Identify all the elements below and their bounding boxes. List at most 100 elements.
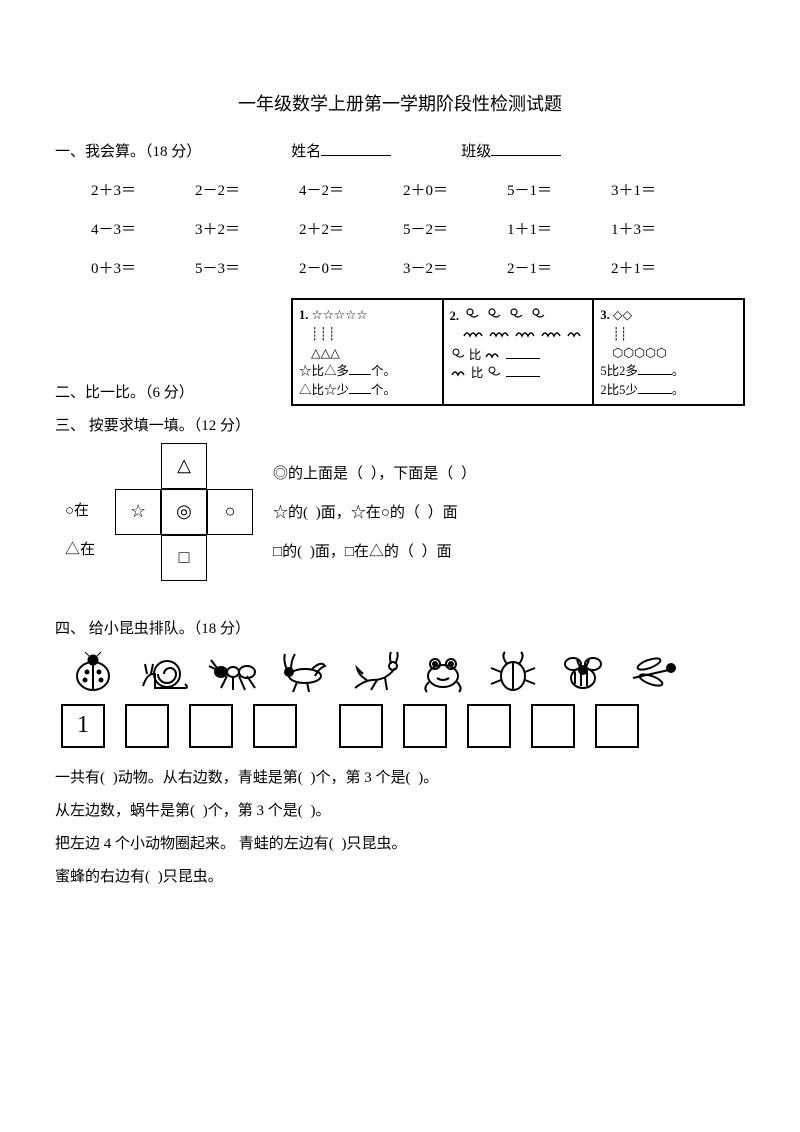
beetle-icon [485, 648, 541, 696]
ducks-row-icon [462, 306, 552, 320]
compare-box: 1. ☆☆☆☆☆ ┊┊┊ △△△ ☆比△多个。 △比☆少个。 2. [291, 298, 745, 406]
section-2-row: 二、比一比。（6 分） 1. ☆☆☆☆☆ ┊┊┊ △△△ ☆比△多个。 △比☆少… [55, 298, 745, 406]
q4-text: 一共有( [55, 770, 105, 786]
duck-icon [486, 365, 502, 377]
blank[interactable] [150, 869, 158, 885]
eq: 1＋1＝ [507, 218, 605, 239]
cmp-text: 。 [672, 364, 685, 378]
q1-label: 一、我会算。（18 分） [55, 140, 201, 161]
q4-text: 从左边数，蜗牛是第( [55, 803, 195, 819]
frog-icon [415, 648, 471, 696]
eq: 2－2＝ [195, 179, 293, 200]
mantis-icon [345, 648, 401, 696]
q3-text: ☆的( [273, 505, 308, 521]
numbox[interactable] [339, 704, 383, 748]
class-blank[interactable] [491, 140, 561, 156]
diamond-row: ◇◇ [613, 308, 632, 322]
duck-icon [450, 347, 466, 359]
blank[interactable] [638, 374, 672, 375]
eq: 2－0＝ [299, 257, 397, 278]
eq: 0＋3＝ [91, 257, 189, 278]
worms-row-icon [462, 326, 582, 340]
worksheet-page: 一年级数学上册第一学期阶段性检测试题 一、我会算。（18 分） 姓名 班级 2＋… [0, 0, 800, 934]
q3-left-2: △在 [65, 538, 95, 559]
numbox[interactable] [189, 704, 233, 748]
cricket-icon [275, 648, 331, 696]
eq: 5－3＝ [195, 257, 293, 278]
stars-row: ☆☆☆☆☆ [312, 308, 368, 322]
ladybug-icon [65, 648, 121, 696]
numbox[interactable] [403, 704, 447, 748]
q4-text: )。 [418, 770, 438, 786]
cmp-text: 2比5少 [600, 383, 638, 397]
name-label: 姓名 [291, 144, 321, 160]
blank[interactable] [303, 770, 311, 786]
eq: 1＋3＝ [611, 218, 709, 239]
numbox[interactable] [531, 704, 575, 748]
eq: 3－2＝ [403, 257, 501, 278]
blank[interactable] [349, 374, 371, 375]
q4-text: 蜜蜂的右边有( [55, 869, 150, 885]
compare-cell-2: 2. [444, 300, 595, 404]
q3-text: □的( [273, 544, 302, 560]
blank[interactable] [105, 770, 113, 786]
blank[interactable] [420, 505, 428, 521]
q4-label: 四、 给小昆虫排队。（18 分） [55, 617, 745, 638]
eq: 5－2＝ [403, 218, 501, 239]
cross-bottom: □ [161, 535, 207, 581]
eq: 2－1＝ [507, 257, 605, 278]
q3-left-1: ○在 [65, 499, 95, 520]
blank[interactable] [349, 393, 371, 394]
q3-label: 三、 按要求填一填。（12 分） [55, 414, 745, 435]
eq: 2＋1＝ [611, 257, 709, 278]
header-row: 一、我会算。（18 分） 姓名 班级 [55, 140, 745, 161]
q4-text: )只昆虫。 [342, 836, 407, 852]
ant-icon [205, 648, 261, 696]
blank[interactable] [308, 505, 316, 521]
hex-row: ⬡⬡⬡⬡⬡ [612, 344, 737, 363]
cross-center: ◎ [161, 489, 207, 535]
blank[interactable] [638, 393, 672, 394]
blank[interactable] [195, 803, 203, 819]
blank[interactable] [363, 466, 371, 482]
numbox-1[interactable]: 1 [61, 704, 105, 748]
tri-row: △△△ [311, 344, 436, 363]
dragonfly-icon [625, 648, 681, 696]
cmp-text: 比 [469, 348, 482, 362]
equations-grid: 2＋3＝ 2－2＝ 4－2＝ 2＋0＝ 5－1＝ 3＋1＝ 4－3＝ 3＋2＝ … [91, 179, 709, 278]
q4-text: )个，第 3 个是( [203, 803, 303, 819]
blank[interactable] [453, 466, 461, 482]
cmp-text: 。 [672, 383, 685, 397]
bee-icon [555, 648, 611, 696]
q3-text: ）面 [428, 505, 458, 521]
name-blank[interactable] [321, 140, 391, 156]
page-title: 一年级数学上册第一学期阶段性检测试题 [55, 90, 745, 116]
cmp-text: △比☆少 [299, 383, 349, 397]
cell-num: 2. [450, 309, 459, 323]
cell-num: 3. [600, 308, 609, 322]
numbox[interactable] [595, 704, 639, 748]
numbox[interactable] [253, 704, 297, 748]
numbox[interactable] [125, 704, 169, 748]
blank[interactable] [414, 544, 422, 560]
blank[interactable] [303, 803, 311, 819]
blank[interactable] [302, 544, 310, 560]
class-label: 班级 [461, 144, 491, 160]
cross-right: ○ [207, 489, 253, 535]
cmp-text: 5比2多 [600, 364, 638, 378]
number-box-row: 1 [61, 704, 745, 748]
blank[interactable] [506, 358, 540, 359]
bug-row [65, 648, 745, 696]
eq: 4－3＝ [91, 218, 189, 239]
q4-text: )只昆虫。 [158, 869, 223, 885]
cross-diagram: △ ☆ ◎ ○ □ [115, 443, 253, 581]
q2-label: 二、比一比。（6 分） [55, 381, 194, 406]
worm-icon [450, 367, 468, 377]
blank[interactable] [334, 836, 342, 852]
eq: 4－2＝ [299, 179, 397, 200]
eq: 3＋1＝ [611, 179, 709, 200]
numbox[interactable] [467, 704, 511, 748]
q3-text: )面，☆在○的（ [316, 505, 420, 521]
blank[interactable] [506, 376, 540, 377]
cell-num: 1. [299, 308, 308, 322]
